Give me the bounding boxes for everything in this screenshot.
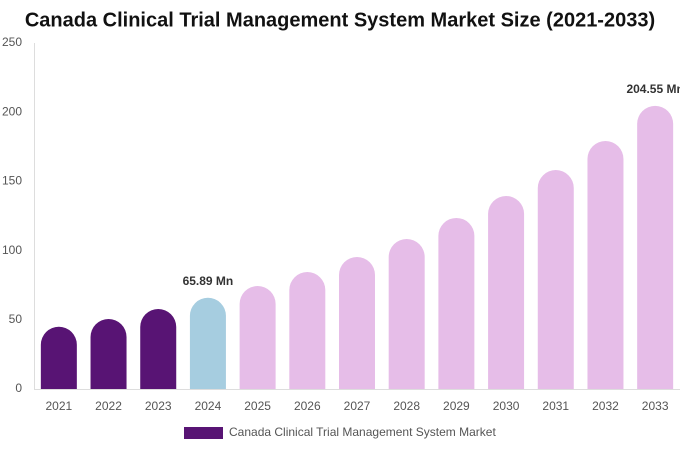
value-label: 204.55 Mn	[626, 82, 680, 96]
bar	[637, 105, 674, 389]
bar	[438, 217, 475, 389]
y-tick-label: 50	[9, 312, 23, 326]
chart-title: Canada Clinical Trial Management System …	[25, 9, 655, 31]
x-tick-label: 2031	[542, 399, 569, 413]
x-tick-label: 2021	[45, 399, 72, 413]
y-tick-label: 100	[2, 243, 22, 257]
x-tick-label: 2023	[145, 399, 172, 413]
x-tick-label: 2024	[195, 399, 222, 413]
x-tick-label: 2030	[493, 399, 520, 413]
bar	[289, 272, 326, 389]
y-tick-label: 0	[15, 381, 22, 395]
x-tick-label: 2027	[344, 399, 371, 413]
bar	[40, 326, 77, 389]
bar	[140, 309, 177, 389]
bar	[90, 318, 127, 389]
bar	[189, 297, 226, 389]
bar	[488, 195, 525, 389]
bar	[388, 238, 425, 389]
bar	[239, 286, 276, 389]
x-tick-label: 2026	[294, 399, 321, 413]
y-tick-label: 250	[2, 35, 22, 49]
x-tick-label: 2029	[443, 399, 470, 413]
bar	[537, 170, 574, 389]
x-tick-label: 2028	[393, 399, 420, 413]
bar	[339, 256, 375, 389]
y-tick-label: 200	[2, 104, 22, 118]
x-tick-label: 2025	[244, 399, 271, 413]
x-tick-label: 2032	[592, 399, 619, 413]
y-tick-label: 150	[2, 174, 22, 188]
x-tick-label: 2022	[95, 399, 122, 413]
legend-swatch	[184, 427, 223, 439]
legend-label: Canada Clinical Trial Management System …	[229, 425, 496, 439]
value-label: 65.89 Mn	[183, 274, 234, 288]
bar	[587, 140, 624, 389]
x-tick-label: 2033	[642, 399, 669, 413]
